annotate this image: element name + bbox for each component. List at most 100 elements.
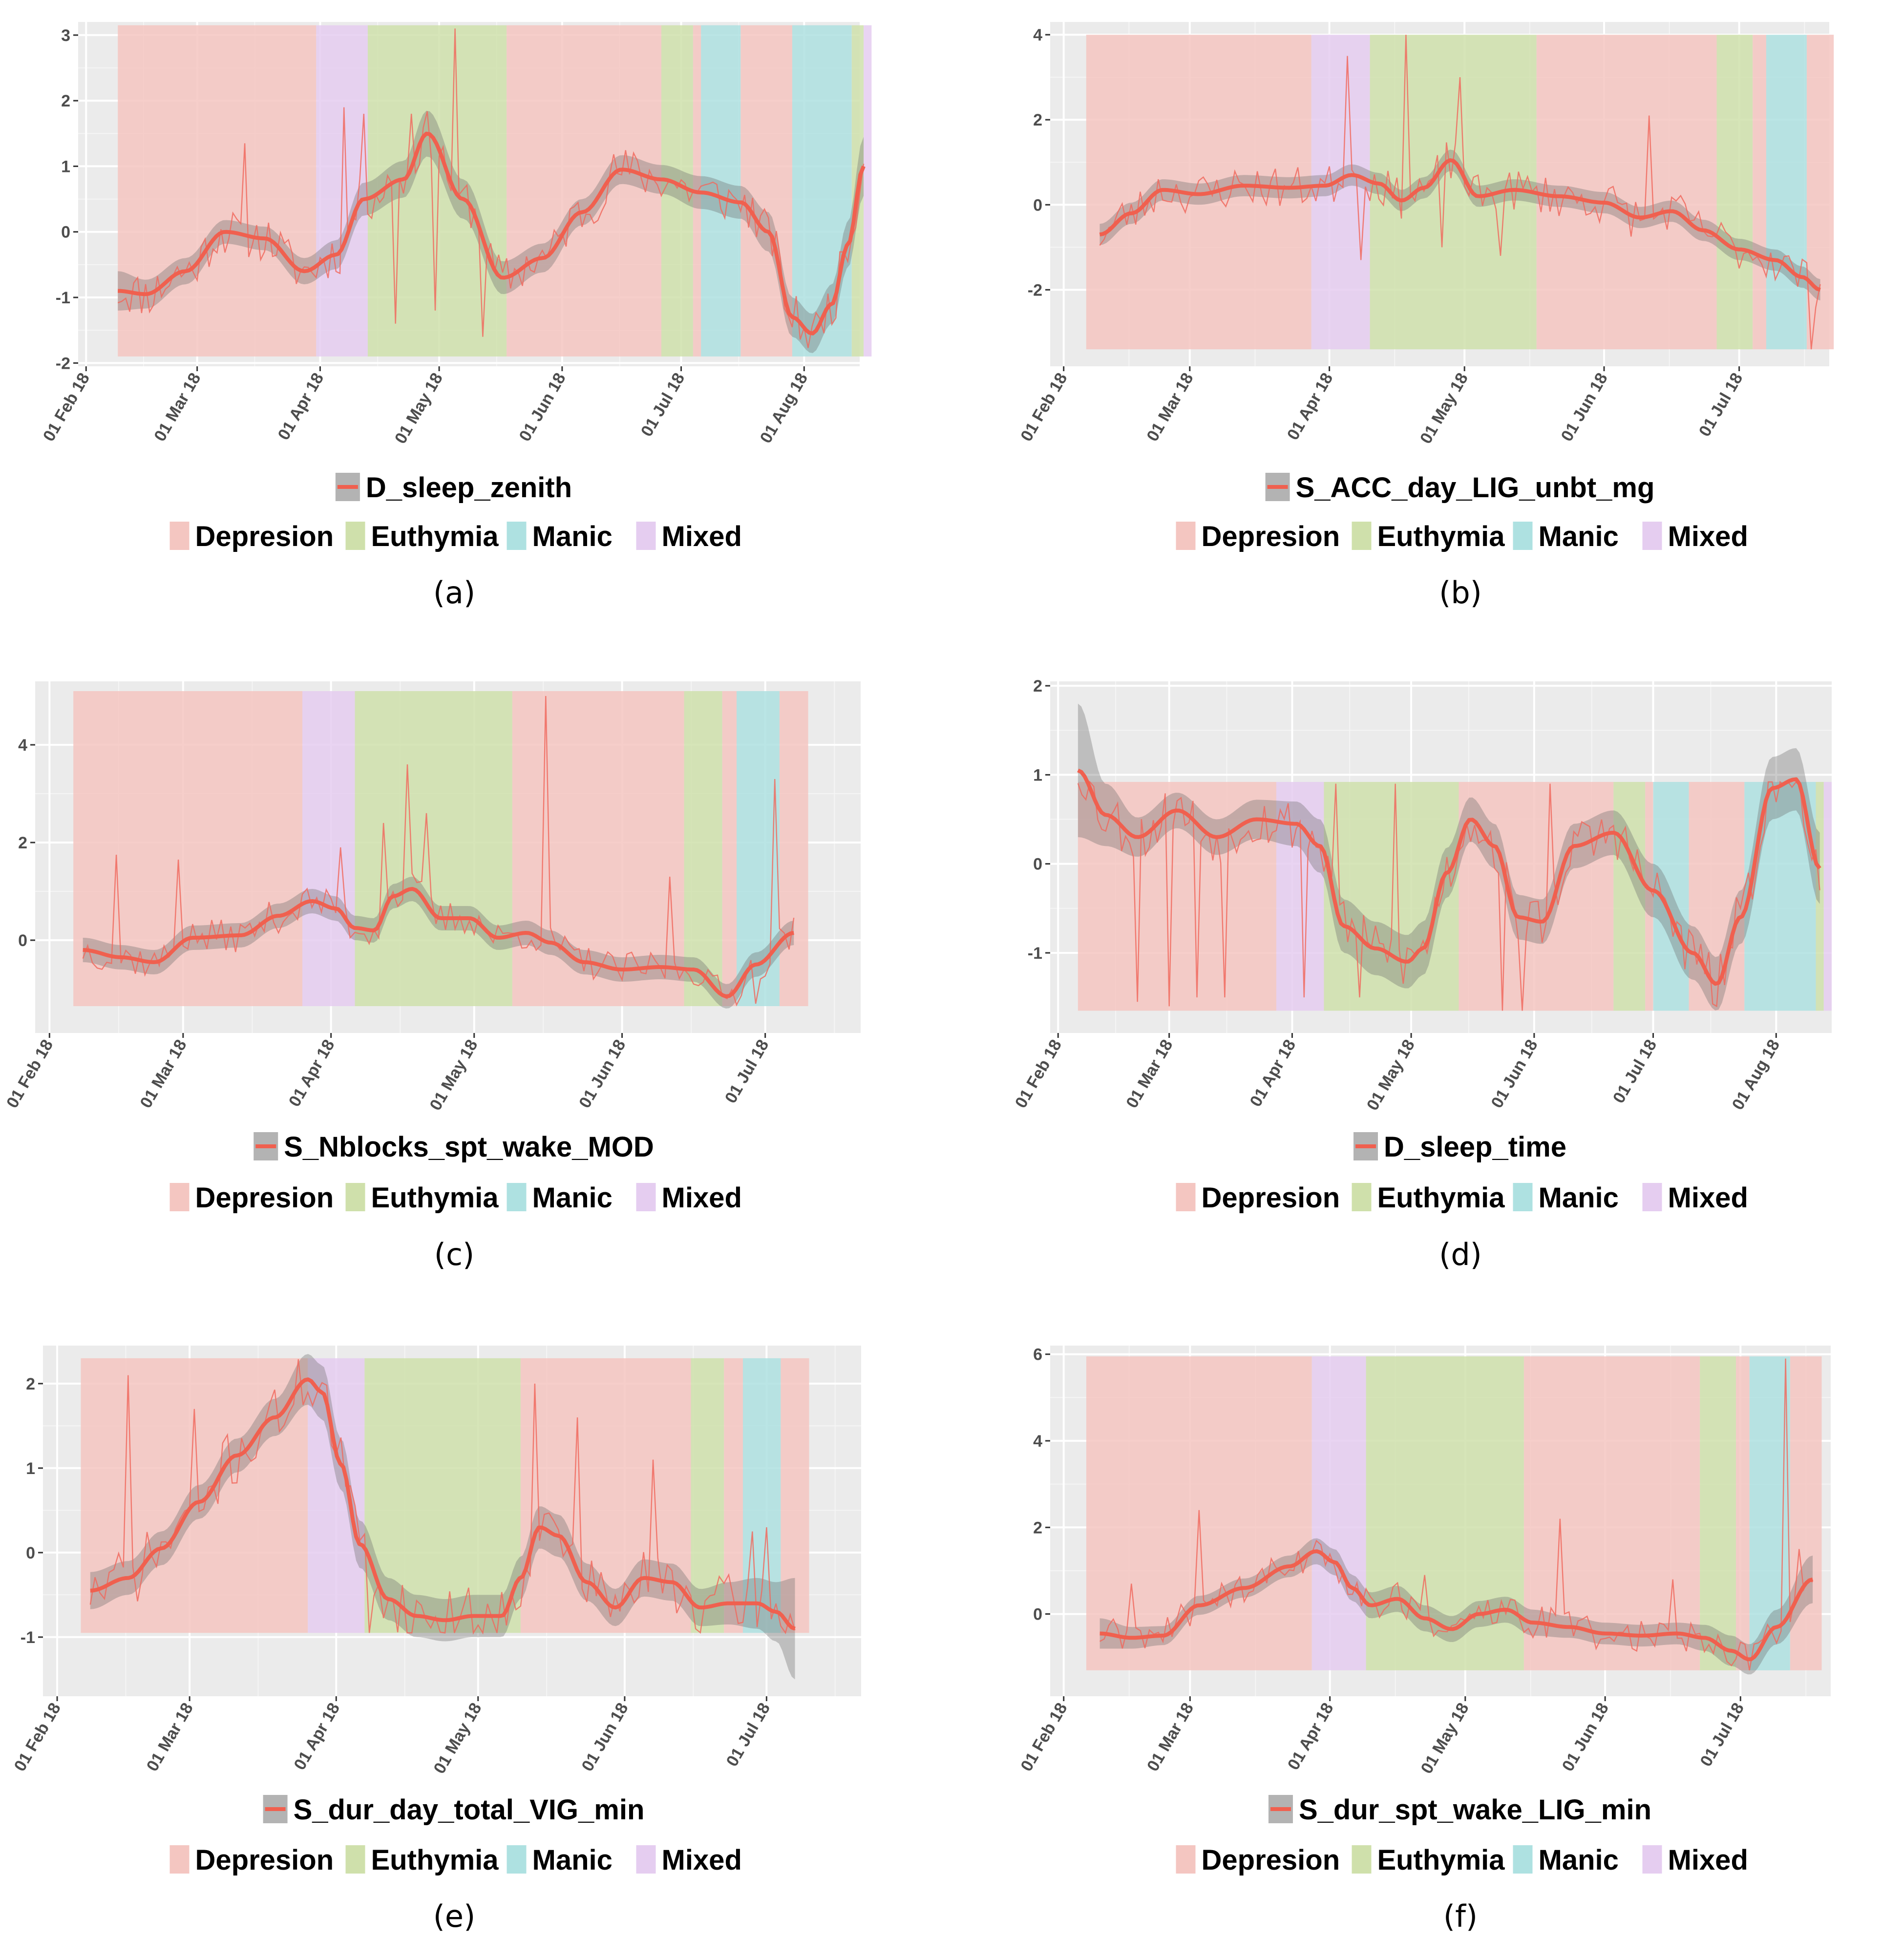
panel-caption: (f): [1443, 1898, 1478, 1934]
x-tick-label: 01 Jun 18: [515, 370, 569, 444]
panel-caption: (c): [434, 1237, 474, 1272]
y-tick-label: 1: [61, 157, 70, 176]
legend-label-depresion: Depresion: [195, 521, 334, 552]
y-tick-label: 6: [1033, 1346, 1042, 1364]
state-band-mixed: [1311, 35, 1370, 350]
legend-swatch-mixed: [636, 522, 656, 550]
legend-swatch-euthymia: [345, 522, 365, 550]
legend-swatch-depresion: [169, 522, 190, 550]
x-tick-label: 01 May 18: [1363, 1036, 1418, 1114]
x-tick-label: 01 Aug 18: [1729, 1036, 1784, 1113]
state-band-euthymia: [1700, 1356, 1736, 1670]
y-tick-label: 2: [26, 1375, 35, 1393]
legend-swatch-manic: [1513, 522, 1533, 550]
legend-label-depresion: Depresion: [195, 1844, 334, 1876]
legend-swatch-mixed: [1642, 1183, 1662, 1211]
state-band-depresion: [1790, 1356, 1822, 1670]
state-band-depresion: [781, 1358, 809, 1633]
state-band-euthymia: [355, 691, 512, 1006]
x-tick-label: 01 Apr 18: [275, 370, 328, 443]
state-band-depresion: [722, 691, 737, 1006]
legend-label-mixed: Mixed: [662, 1844, 742, 1876]
confidence-ribbon: [83, 877, 794, 1009]
state-legend: Depresion Euthymia Manic Mixed: [169, 521, 742, 552]
y-tick-label: 4: [1033, 26, 1042, 44]
legend-label-euthymia: Euthymia: [1377, 521, 1505, 552]
legend-label-manic: Manic: [532, 1182, 613, 1214]
state-band-depresion: [118, 25, 317, 357]
variable-name: S_ACC_day_LIG_unbt_mg: [1296, 472, 1655, 504]
x-tick-label: 01 Jul 18: [723, 1700, 774, 1770]
state-band-depresion: [1078, 781, 1276, 1011]
state-band-euthymia: [1716, 35, 1753, 350]
state-legend: Depresion Euthymia Manic Mixed: [1176, 1182, 1748, 1214]
y-tick-label: -1: [21, 1628, 35, 1647]
legend-swatch-mixed: [1642, 522, 1662, 550]
x-tick-label: 01 May 18: [430, 1700, 485, 1777]
variable-legend: D_sleep_time: [1353, 1131, 1566, 1163]
state-band-manic: [1766, 35, 1807, 350]
state-band-manic: [701, 25, 741, 357]
state-legend: Depresion Euthymia Manic Mixed: [1176, 521, 1748, 552]
state-band-depresion: [1689, 781, 1745, 1011]
x-tick-label: 01 Jul 18: [637, 370, 689, 440]
legend-label-mixed: Mixed: [1668, 1844, 1748, 1876]
x-tick-label: 01 Apr 18: [1247, 1036, 1300, 1110]
smooth-trend-line: [1077, 768, 1821, 986]
chart-panel-c: 0 2 4 01 Feb 18 01 Mar 18 01 Apr 18 01 May 18 0…: [3, 681, 861, 1272]
confidence-ribbon: [1100, 1538, 1813, 1675]
state-band-depresion: [1753, 35, 1766, 350]
legend-label-mixed: Mixed: [1668, 521, 1748, 552]
legend-label-mixed: Mixed: [662, 521, 742, 552]
y-tick-label: 0: [1033, 1605, 1042, 1624]
state-band-euthymia: [367, 25, 507, 357]
x-tick-label: 01 Jun 18: [1558, 370, 1611, 444]
smooth-trend-line: [1099, 158, 1821, 292]
x-tick-label: 01 Apr 18: [290, 1700, 343, 1773]
state-band-depresion: [512, 691, 684, 1006]
legend-label-euthymia: Euthymia: [1377, 1844, 1505, 1876]
x-tick-label: 01 Mar 18: [143, 1700, 197, 1774]
x-tick-label: 01 Feb 18: [40, 370, 93, 444]
x-tick-label: 01 Mar 18: [150, 370, 204, 444]
legend-swatch-mixed: [636, 1845, 656, 1874]
state-band-mixed: [1311, 1356, 1366, 1670]
x-tick-label: 01 May 18: [1417, 370, 1472, 447]
x-tick-label: 01 Jun 18: [1559, 1700, 1612, 1774]
legend-swatch-depresion: [169, 1845, 190, 1874]
chart-panel-f: 0 2 4 6 01 Feb 18 01 Mar 18 01 Apr 18 01 May 18…: [1017, 1346, 1831, 1934]
state-band-depresion: [1645, 781, 1653, 1011]
y-tick-label: 0: [18, 931, 27, 950]
state-band-mixed: [864, 25, 872, 357]
y-tick-label: 3: [61, 26, 70, 45]
x-tick-label: 01 Jul 18: [1696, 1700, 1748, 1770]
smooth-trend-line: [90, 1377, 796, 1631]
legend-swatch-depresion: [1176, 1183, 1196, 1211]
y-tick-label: 2: [1033, 111, 1042, 129]
state-band-manic: [1744, 781, 1816, 1011]
legend-label-depresion: Depresion: [1202, 1182, 1340, 1214]
x-tick-label: 01 May 18: [391, 370, 446, 447]
legend-label-manic: Manic: [1539, 521, 1619, 552]
variable-name: S_dur_day_total_VIG_min: [294, 1794, 645, 1826]
panel-caption: (e): [433, 1898, 476, 1934]
legend-label-depresion: Depresion: [1202, 1844, 1340, 1876]
smooth-trend-line: [1100, 1549, 1814, 1662]
legend-label-manic: Manic: [532, 521, 613, 552]
y-tick-label: 2: [61, 92, 70, 110]
x-tick-label: 01 Apr 18: [1284, 1700, 1337, 1773]
legend-swatch-euthymia: [1352, 1845, 1372, 1874]
state-band-mixed: [308, 1358, 365, 1633]
variable-legend: S_dur_day_total_VIG_min: [263, 1794, 645, 1826]
legend-label-depresion: Depresion: [1202, 521, 1340, 552]
legend-swatch-depresion: [169, 1183, 190, 1211]
y-tick-label: 1: [1033, 766, 1042, 784]
legend-swatch-euthymia: [345, 1183, 365, 1211]
state-band-depresion: [724, 1358, 743, 1633]
x-tick-label: 01 Mar 18: [1143, 1700, 1197, 1774]
state-legend: Depresion Euthymia Manic Mixed: [169, 1182, 742, 1214]
legend-swatch-manic: [1513, 1845, 1533, 1874]
variable-legend: S_Nblocks_spt_wake_MOD: [254, 1131, 654, 1163]
panel-caption: (a): [433, 575, 475, 611]
legend-label-depresion: Depresion: [195, 1182, 334, 1214]
